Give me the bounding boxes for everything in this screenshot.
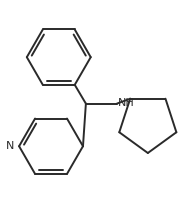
Text: NH: NH (118, 98, 135, 108)
Text: N: N (6, 141, 14, 151)
